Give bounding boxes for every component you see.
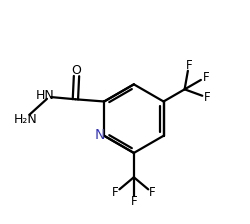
Text: F: F: [202, 71, 209, 84]
Text: HN: HN: [36, 89, 55, 102]
Text: N: N: [95, 128, 105, 142]
Text: O: O: [72, 64, 82, 77]
Text: F: F: [112, 186, 118, 199]
Text: F: F: [204, 91, 211, 104]
Text: F: F: [186, 59, 192, 72]
Text: F: F: [149, 186, 156, 199]
Text: H₂N: H₂N: [14, 113, 38, 126]
Text: F: F: [130, 195, 137, 208]
